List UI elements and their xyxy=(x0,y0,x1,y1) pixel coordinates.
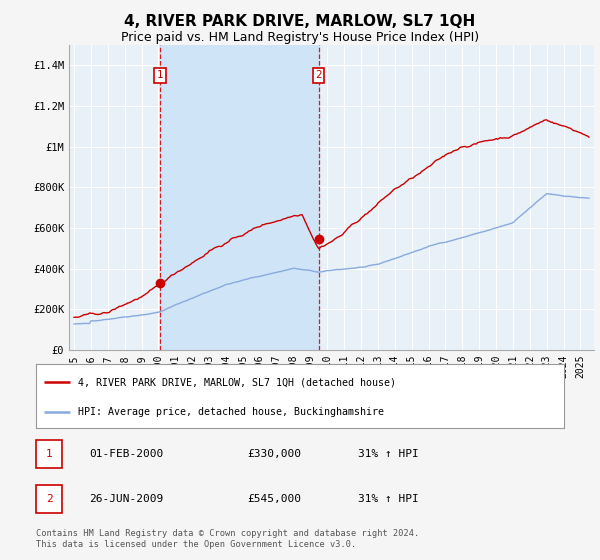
Text: 4, RIVER PARK DRIVE, MARLOW, SL7 1QH (detached house): 4, RIVER PARK DRIVE, MARLOW, SL7 1QH (de… xyxy=(78,377,396,387)
Text: 4, RIVER PARK DRIVE, MARLOW, SL7 1QH: 4, RIVER PARK DRIVE, MARLOW, SL7 1QH xyxy=(124,14,476,29)
Text: 1: 1 xyxy=(157,71,163,80)
Text: Price paid vs. HM Land Registry's House Price Index (HPI): Price paid vs. HM Land Registry's House … xyxy=(121,31,479,44)
Text: 31% ↑ HPI: 31% ↑ HPI xyxy=(358,449,419,459)
Text: 2: 2 xyxy=(315,71,322,80)
Text: 26-JUN-2009: 26-JUN-2009 xyxy=(89,494,163,503)
Text: £330,000: £330,000 xyxy=(247,449,301,459)
Text: 01-FEB-2000: 01-FEB-2000 xyxy=(89,449,163,459)
Text: Contains HM Land Registry data © Crown copyright and database right 2024.
This d: Contains HM Land Registry data © Crown c… xyxy=(36,529,419,549)
FancyBboxPatch shape xyxy=(36,441,62,468)
Text: 2: 2 xyxy=(46,494,53,503)
FancyBboxPatch shape xyxy=(36,485,62,512)
Text: 31% ↑ HPI: 31% ↑ HPI xyxy=(358,494,419,503)
Text: HPI: Average price, detached house, Buckinghamshire: HPI: Average price, detached house, Buck… xyxy=(78,407,384,417)
Bar xyxy=(160,45,319,350)
Text: £545,000: £545,000 xyxy=(247,494,301,503)
Text: 1: 1 xyxy=(46,449,53,459)
